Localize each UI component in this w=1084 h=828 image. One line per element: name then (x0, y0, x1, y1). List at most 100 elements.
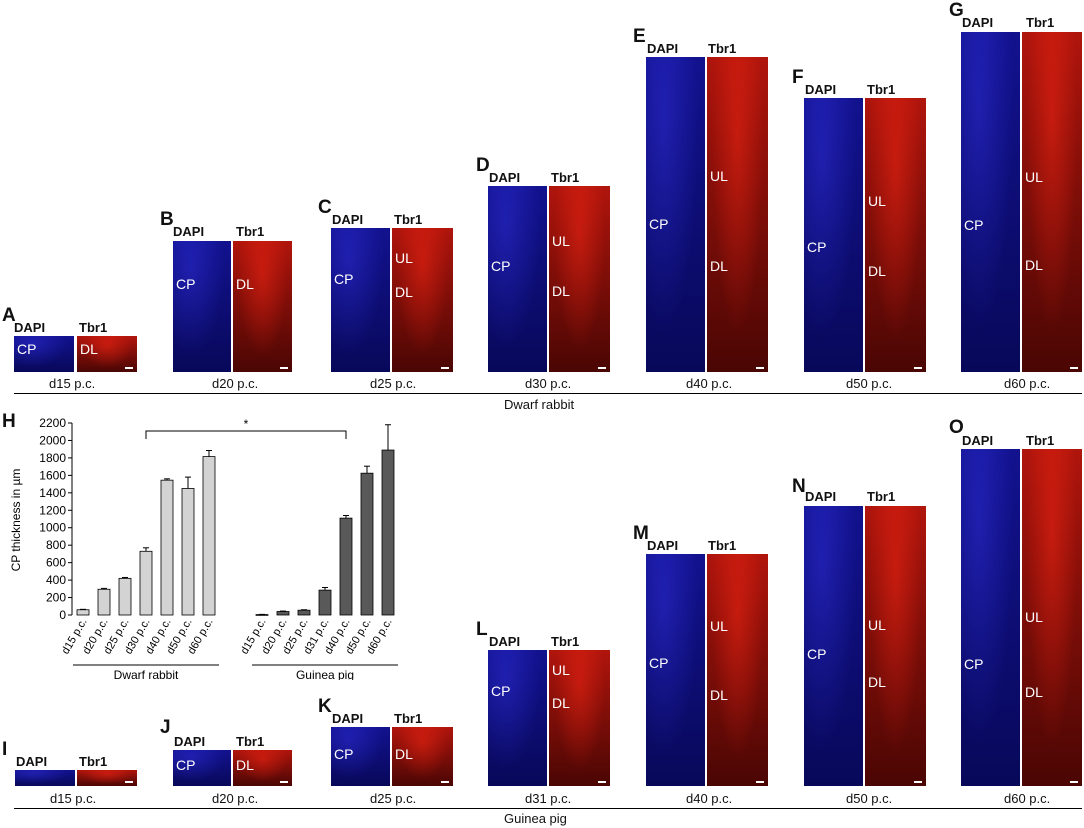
panel-a-tbr1-label: Tbr1 (79, 320, 108, 335)
panel-letter-i: I (2, 739, 8, 760)
panel-o-dapi-image: CP (961, 449, 1020, 786)
panel-c-caption: d25 p.c. (370, 376, 417, 391)
panel-c-dapi-image: CP (331, 228, 390, 372)
panel-e-cp-label: CP (649, 216, 669, 232)
y-tick-label-0: 0 (59, 608, 66, 622)
panel-o-dapi-label: DAPI (962, 433, 994, 448)
panel-k-tbr1-label: Tbr1 (394, 711, 423, 726)
cp-thickness-chart: CP thickness in µm 0 200 400 600 800 1000 1200… (9, 416, 398, 680)
panel-j-cp-label: CP (176, 757, 196, 773)
y-tick-label-11: 2200 (39, 416, 66, 430)
bar-0-3 (139, 550, 153, 616)
significance-bracket (145, 430, 347, 439)
panel-letter-a: A (2, 305, 16, 326)
panel-m-dl-label: DL (710, 687, 728, 703)
panel-letter-h: H (2, 411, 16, 432)
bar-1-3 (318, 589, 332, 616)
panel-a-dapi-label: DAPI (14, 320, 46, 335)
panel-o-tbr1-image: UL DL (1022, 449, 1082, 786)
panel-l-dl-label: DL (552, 695, 570, 711)
panel-b-tbr1-image: DL (233, 241, 292, 372)
bottom-group-line (14, 808, 1082, 809)
panel-e-dapi-image: CP (646, 57, 705, 372)
panel-g-dl-label: DL (1025, 257, 1043, 273)
panel-a-dl-label: DL (80, 341, 98, 357)
top-group-line (14, 393, 1082, 394)
panel-d-tbr1-label: Tbr1 (551, 170, 580, 185)
panel-g-caption: d60 p.c. (1004, 376, 1051, 391)
panel-o-ul-label: UL (1025, 609, 1043, 625)
panel-l-dapi-label: DAPI (489, 634, 521, 649)
panel-k-dapi-image: CP (331, 727, 390, 786)
panel-a-caption: d15 p.c. (49, 376, 96, 391)
panel-i-tbr1-image (77, 770, 137, 786)
bar-1-4 (339, 517, 353, 616)
panel-m-tbr1-label: Tbr1 (708, 538, 737, 553)
panel-e-dl-label: DL (710, 258, 728, 274)
panel-j-dapi-label: DAPI (174, 734, 206, 749)
panel-n-dl-label: DL (868, 674, 886, 690)
bar-0-5 (181, 488, 195, 616)
y-tick-label-5: 1000 (39, 521, 66, 535)
panel-n-dapi-image: CP (804, 506, 863, 786)
panel-o-tbr1-label: Tbr1 (1026, 433, 1055, 448)
y-tick-label-8: 1600 (39, 468, 66, 482)
panel-letter-c: C (318, 197, 332, 218)
panel-l-cp-label: CP (491, 683, 511, 699)
panel-e-caption: d40 p.c. (686, 376, 733, 391)
panel-m-dapi-image: CP (646, 554, 705, 786)
y-tick-label-1: 200 (46, 591, 66, 605)
panel-d-dl-label: DL (552, 283, 570, 299)
panel-m-ul-label: UL (710, 618, 728, 634)
panel-letter-l: L (476, 619, 488, 640)
bar-1-5 (360, 472, 374, 616)
panel-l-caption: d31 p.c. (525, 791, 572, 806)
panel-b-dapi-label: DAPI (173, 224, 205, 239)
panel-letter-j: J (160, 717, 171, 738)
panel-letter-k: K (318, 696, 332, 717)
panel-b-dapi-image: CP (173, 241, 231, 372)
panel-f-cp-label: CP (807, 239, 827, 255)
panel-d-dapi-label: DAPI (489, 170, 521, 185)
panel-o-caption: d60 p.c. (1004, 791, 1051, 806)
panel-d-ul-label: UL (552, 233, 570, 249)
bar-0-6 (202, 456, 216, 616)
panel-g-tbr1-image: UL DL (1022, 32, 1082, 372)
panel-l-dapi-image: CP (488, 650, 547, 786)
panel-n-cp-label: CP (807, 646, 827, 662)
panel-b-dl-label: DL (236, 276, 254, 292)
bar-1-1 (276, 611, 290, 616)
panel-o-dl-label: DL (1025, 684, 1043, 700)
panel-n-ul-label: UL (868, 617, 886, 633)
panel-a-cp-label: CP (17, 341, 37, 357)
panel-g-dapi-label: DAPI (962, 15, 994, 30)
y-axis-label: CP thickness in µm (9, 469, 23, 572)
panel-f-dl-label: DL (868, 263, 886, 279)
panel-f-dapi-image: CP (804, 98, 863, 372)
panel-letter-g: G (949, 0, 964, 21)
top-group-label: Dwarf rabbit (504, 397, 575, 412)
panel-d-caption: d30 p.c. (525, 376, 572, 391)
bar-0-4 (160, 479, 174, 616)
panel-b-cp-label: CP (176, 276, 196, 292)
y-tick-label-7: 1400 (39, 486, 66, 500)
panel-o-cp-label: CP (964, 656, 984, 672)
panel-j-caption: d20 p.c. (212, 791, 259, 806)
bar-0-1 (97, 588, 111, 616)
panel-c-cp-label: CP (334, 271, 354, 287)
panel-g-ul-label: UL (1025, 169, 1043, 185)
panel-n-dapi-label: DAPI (805, 489, 837, 504)
panel-i-tbr1-label: Tbr1 (79, 754, 108, 769)
panel-letter-b: B (160, 209, 174, 230)
panel-k-caption: d25 p.c. (370, 791, 417, 806)
panel-n-caption: d50 p.c. (846, 791, 893, 806)
panel-f-caption: d50 p.c. (846, 376, 893, 391)
panel-k-dapi-label: DAPI (332, 711, 364, 726)
y-tick-label-10: 2000 (39, 433, 66, 447)
bottom-group-label: Guinea pig (504, 811, 567, 826)
panel-k-dl-label: DL (395, 746, 413, 762)
panel-f-ul-label: UL (868, 193, 886, 209)
panel-f-tbr1-image: UL DL (865, 98, 926, 372)
bar-0-2 (118, 577, 132, 616)
panel-e-tbr1-image: UL DL (707, 57, 768, 372)
